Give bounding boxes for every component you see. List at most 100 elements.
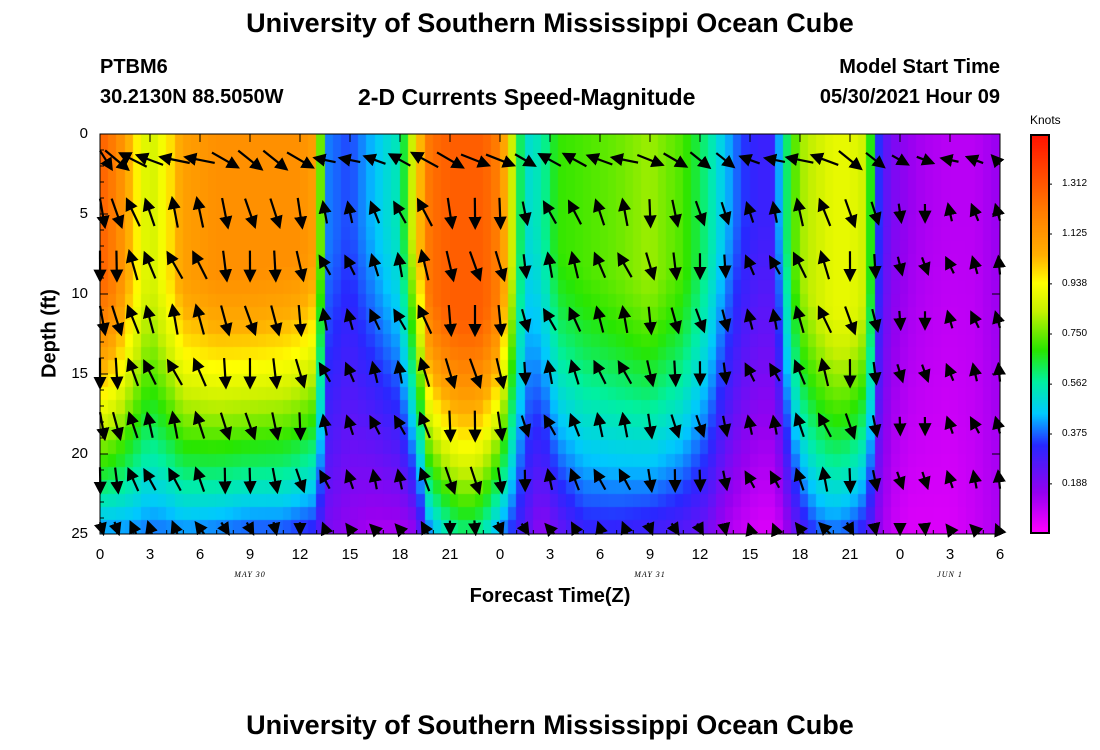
current-vector-arrow bbox=[768, 308, 782, 330]
current-vector-arrow bbox=[293, 304, 307, 338]
chart-subtitle: 2-D Currents Speed-Magnitude bbox=[358, 84, 696, 110]
current-vector-arrow bbox=[743, 200, 757, 223]
current-vector-arrow bbox=[443, 410, 457, 443]
current-vector-arrow bbox=[843, 468, 857, 495]
current-vector-arrow bbox=[994, 522, 1007, 538]
current-vector-arrow bbox=[718, 201, 732, 226]
current-vector-arrow bbox=[593, 251, 607, 279]
current-vector-arrow bbox=[568, 250, 581, 279]
current-vector-arrow bbox=[868, 308, 882, 334]
colorbar-tick-label: 0.188 bbox=[1062, 477, 1088, 489]
current-vector-arrow bbox=[344, 254, 357, 276]
y-tick-label: 25 bbox=[71, 525, 88, 542]
current-vector-arrow bbox=[243, 305, 258, 337]
model-start-value: 05/30/2021 Hour 09 bbox=[819, 86, 1000, 108]
x-tick-label: 3 bbox=[945, 546, 955, 563]
current-vector-arrow bbox=[312, 153, 336, 167]
current-vector-arrow bbox=[945, 255, 957, 274]
current-vector-arrow bbox=[166, 358, 183, 386]
current-vector-arrow bbox=[969, 362, 982, 382]
x-tick-label: 6 bbox=[195, 546, 205, 563]
colorbar-tick-label: 0.375 bbox=[1062, 428, 1088, 439]
current-vector-arrow bbox=[917, 364, 931, 384]
current-vector-arrow bbox=[344, 414, 357, 436]
current-vector-arrow bbox=[318, 307, 332, 331]
current-vector-arrow bbox=[518, 201, 532, 227]
x-tick-label: 0 bbox=[895, 546, 905, 563]
current-vector-arrow bbox=[744, 362, 757, 382]
current-vector-arrow bbox=[891, 153, 910, 166]
current-vector-arrow bbox=[262, 149, 289, 171]
current-vector-arrow bbox=[868, 361, 882, 386]
x-axis-label: Forecast Time(Z) bbox=[469, 585, 631, 607]
x-tick-label: 21 bbox=[841, 546, 859, 563]
current-vector-arrow bbox=[436, 151, 465, 169]
colorbar-tick-label: 0.750 bbox=[1062, 328, 1088, 339]
current-vector-arrow bbox=[493, 304, 507, 338]
current-vector-arrow bbox=[219, 412, 233, 441]
date-label: MAY 31 bbox=[634, 570, 666, 579]
current-vector-arrow bbox=[769, 470, 782, 489]
current-vector-arrow bbox=[893, 416, 907, 437]
current-vector-arrow bbox=[318, 413, 332, 436]
current-vector-arrow bbox=[219, 197, 233, 230]
current-vector-arrow bbox=[237, 149, 264, 171]
current-vector-arrow bbox=[217, 521, 230, 536]
current-vector-arrow bbox=[769, 362, 782, 382]
colorbar-tick-label: 1.312 bbox=[1062, 178, 1088, 190]
current-vector-arrow bbox=[617, 360, 633, 385]
current-vector-arrow bbox=[418, 411, 431, 439]
current-vector-arrow bbox=[468, 520, 482, 537]
current-vector-arrow bbox=[369, 523, 383, 538]
current-vector-arrow bbox=[409, 151, 439, 169]
current-vector-arrow bbox=[166, 250, 184, 280]
y-tick-label: 10 bbox=[71, 285, 88, 302]
current-vector-arrow bbox=[393, 468, 407, 490]
current-vector-arrow bbox=[170, 520, 183, 535]
current-vector-arrow bbox=[668, 414, 682, 439]
current-vector-arrow bbox=[111, 305, 125, 337]
x-tick-label: 3 bbox=[145, 546, 155, 563]
current-vector-arrow bbox=[96, 411, 110, 442]
current-vector-arrow bbox=[143, 359, 157, 386]
current-vector-arrow bbox=[485, 153, 517, 168]
current-vector-arrow bbox=[244, 198, 258, 230]
current-vector-arrow bbox=[416, 197, 433, 227]
current-vector-arrow bbox=[570, 521, 584, 537]
current-vector-arrow bbox=[444, 466, 458, 496]
current-vector-arrow bbox=[868, 201, 882, 226]
current-vector-arrow bbox=[393, 414, 407, 436]
current-vector-arrow bbox=[593, 305, 606, 333]
x-tick-label: 12 bbox=[691, 546, 709, 563]
current-vector-arrow bbox=[992, 310, 1005, 329]
current-vector-arrow bbox=[964, 154, 984, 167]
current-vector-arrow bbox=[617, 252, 633, 278]
current-vector-arrow bbox=[792, 197, 806, 227]
current-vector-arrow bbox=[543, 467, 557, 491]
current-vector-arrow bbox=[444, 197, 458, 230]
y-tick-label: 0 bbox=[79, 125, 88, 142]
current-vector-arrow bbox=[111, 411, 124, 442]
current-vector-arrow bbox=[518, 254, 532, 280]
current-vector-arrow bbox=[893, 363, 906, 384]
current-vector-arrow bbox=[219, 305, 233, 337]
current-vector-arrow bbox=[561, 152, 587, 168]
current-vector-arrow bbox=[636, 154, 665, 168]
current-vector-arrow bbox=[992, 202, 1005, 221]
current-vector-arrow bbox=[568, 412, 581, 437]
current-vector-arrow bbox=[793, 412, 806, 438]
current-vector-arrow bbox=[294, 250, 308, 283]
current-vector-arrow bbox=[518, 415, 532, 438]
current-vector-arrow bbox=[387, 153, 411, 167]
current-vector-arrow bbox=[718, 309, 732, 333]
current-vector-arrow bbox=[183, 152, 215, 166]
current-vector-arrow bbox=[743, 308, 757, 330]
current-vector-arrow bbox=[620, 520, 633, 536]
current-vector-arrow bbox=[417, 356, 431, 387]
current-vector-arrow bbox=[168, 467, 182, 492]
current-vector-arrow bbox=[663, 152, 689, 168]
colorbar-unit: Knots bbox=[1030, 113, 1061, 127]
current-vector-arrow bbox=[337, 153, 361, 167]
current-vector-arrow bbox=[944, 202, 957, 222]
current-vector-arrow bbox=[543, 251, 557, 278]
